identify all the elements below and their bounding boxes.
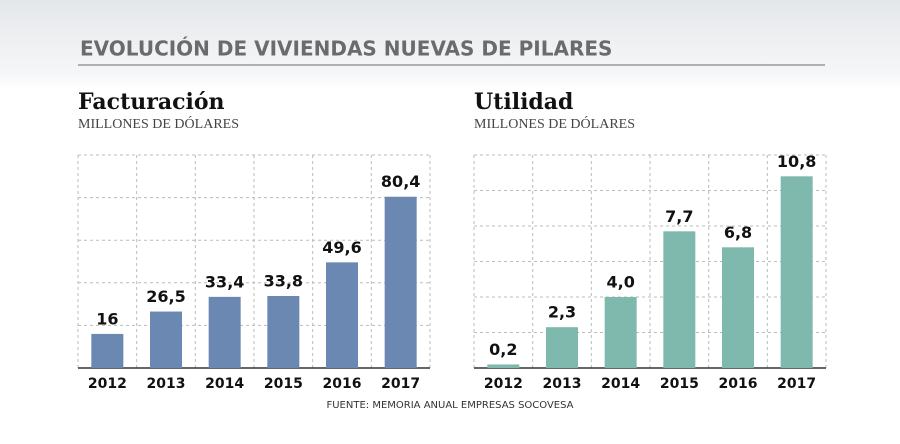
x-tick-label: 2015 (264, 376, 303, 392)
x-tick-label: 2015 (660, 376, 699, 392)
bar (91, 333, 124, 368)
source: FUENTE: MEMORIA ANUAL EMPRESAS SOCOVESA (326, 400, 573, 411)
value-label: 6,8 (724, 223, 752, 242)
bar (663, 231, 696, 368)
value-label: 7,7 (665, 207, 693, 226)
chart-subtitle: MILLONES DE DÓLARES (78, 115, 239, 132)
x-tick-label: 2017 (381, 376, 420, 392)
x-tick-label: 2013 (543, 376, 582, 392)
value-label: 26,5 (146, 287, 185, 306)
value-label: 4,0 (606, 273, 634, 292)
x-tick-label: 2012 (88, 376, 127, 392)
value-label: 33,4 (205, 272, 244, 291)
bar (208, 296, 241, 368)
chart-subtitle: MILLONES DE DÓLARES (474, 115, 635, 132)
value-label: 33,8 (264, 272, 303, 291)
x-tick-label: 2013 (147, 376, 186, 392)
x-tick-label: 2012 (484, 376, 523, 392)
bar (780, 176, 813, 368)
bar (487, 364, 520, 368)
page-title: EVOLUCIÓN DE VIVIENDAS NUEVAS DE PILARES (80, 37, 612, 61)
bar (384, 196, 417, 368)
bar (267, 296, 300, 368)
value-label: 0,2 (489, 340, 517, 359)
chart-title: Facturación (78, 89, 225, 115)
value-label: 10,8 (777, 152, 816, 171)
x-tick-label: 2014 (601, 376, 640, 392)
bar (546, 327, 578, 368)
value-label: 80,4 (381, 172, 420, 191)
x-tick-label: 2014 (205, 376, 244, 392)
bar (604, 297, 637, 368)
value-label: 49,6 (322, 238, 361, 257)
bar (326, 262, 358, 368)
x-tick-label: 2017 (777, 376, 816, 392)
x-tick-label: 2016 (323, 376, 362, 392)
value-label: 2,3 (548, 303, 576, 322)
value-label: 16 (96, 309, 118, 328)
bar (722, 247, 754, 368)
bar (150, 311, 182, 368)
x-tick-label: 2016 (719, 376, 758, 392)
chart-title: Utilidad (474, 89, 573, 115)
